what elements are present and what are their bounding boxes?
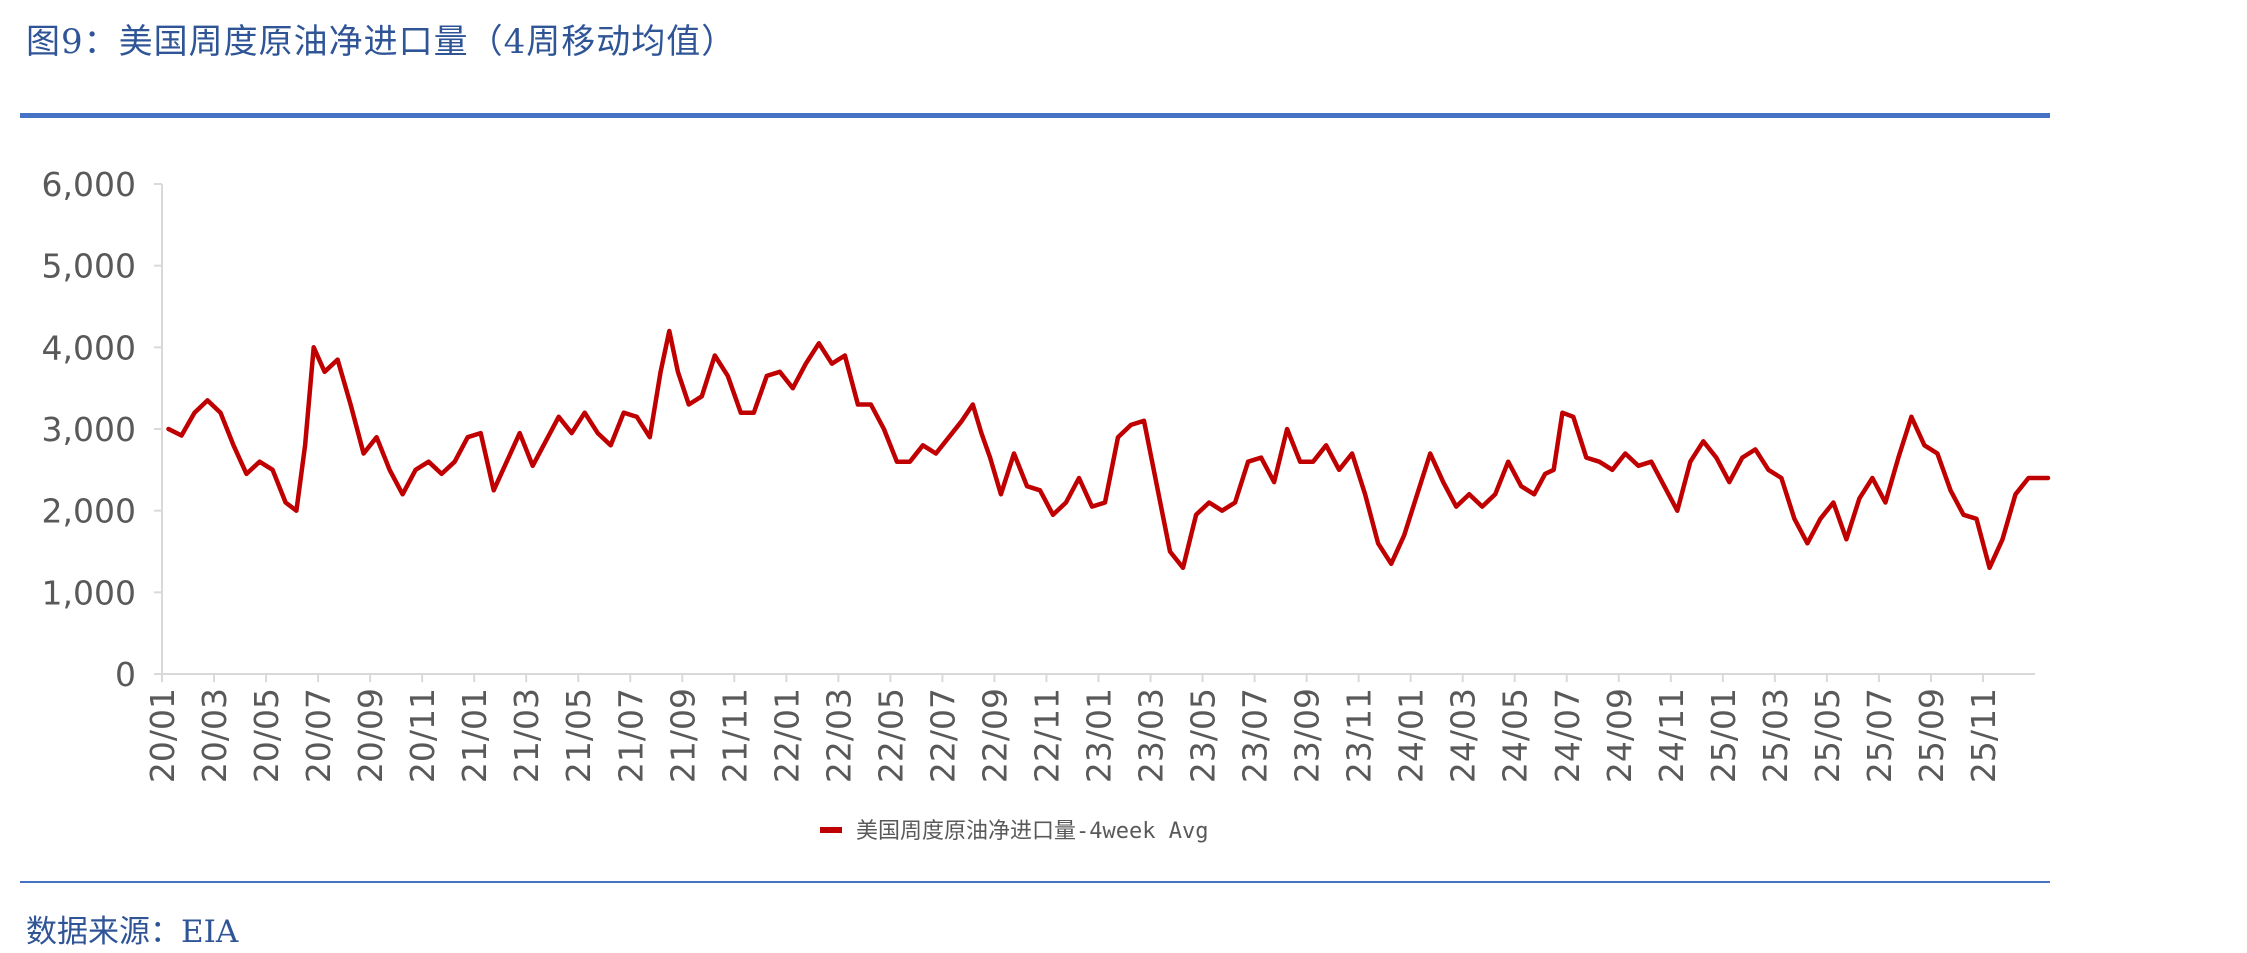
x-tick-label: 20/07: [299, 688, 338, 783]
x-tick-label: 22/03: [819, 688, 858, 783]
x-tick-label: 20/05: [247, 688, 286, 783]
x-tick-label: 23/03: [1132, 688, 1171, 783]
x-axis-tick-labels: 20/01 20/03 20/05 20/07 20/09 20/11 21/01 21/03…: [143, 688, 2003, 783]
x-tick-label: 20/03: [195, 688, 234, 783]
x-tick-label: 24/03: [1444, 688, 1483, 783]
x-tick-label: 24/07: [1548, 688, 1587, 783]
x-tick-label: 21/03: [507, 688, 546, 783]
y-axis-tick-labels: 0 1,000 2,000 3,000 4,000 5,000 6,000: [42, 165, 136, 694]
x-tick-label: 21/07: [611, 688, 650, 783]
x-tick-label: 24/05: [1496, 688, 1535, 783]
y-tick-label: 3,000: [42, 410, 136, 449]
x-tick-label: 23/09: [1288, 688, 1327, 783]
x-tick-label: 25/01: [1704, 688, 1743, 783]
x-tick-label: 22/11: [1027, 688, 1066, 783]
x-tick-label: 25/05: [1808, 688, 1847, 783]
x-tick-label: 25/03: [1756, 688, 1795, 783]
source-note: 数据来源：EIA: [26, 914, 239, 950]
legend: 美国周度原油净进口量-4week Avg: [820, 819, 1208, 844]
series-line-net-imports: [166, 328, 2051, 571]
x-tick-label: 22/05: [871, 688, 910, 783]
x-tick-label: 22/09: [975, 688, 1014, 783]
x-tick-label: 23/07: [1236, 688, 1275, 783]
x-tick-label: 25/07: [1860, 688, 1899, 783]
y-tick-label: 5,000: [42, 247, 136, 286]
x-tick-label: 23/01: [1080, 688, 1119, 783]
x-tick-label: 21/01: [455, 688, 494, 783]
x-tick-label: 25/11: [1964, 688, 2003, 783]
x-tick-label: 20/01: [143, 688, 182, 783]
top-divider: [20, 113, 2050, 118]
legend-swatch: [820, 827, 842, 833]
x-tick-label: 23/11: [1340, 688, 1379, 783]
x-tick-label: 23/05: [1184, 688, 1223, 783]
x-tick-label: 22/01: [767, 688, 806, 783]
x-tick-label: 22/07: [923, 688, 962, 783]
y-tick-label: 2,000: [42, 492, 136, 531]
y-tick-label: 4,000: [42, 328, 136, 367]
x-tick-label: 25/09: [1912, 688, 1951, 783]
legend-label: 美国周度原油净进口量-4week Avg: [856, 819, 1208, 844]
x-tick-label: 21/11: [715, 688, 754, 783]
y-axis-tick-marks: [154, 183, 162, 675]
y-tick-label: 1,000: [42, 573, 136, 612]
x-tick-label: 20/11: [403, 688, 442, 783]
figure-title: 图9：美国周度原油净进口量（4周移动均值）: [26, 22, 737, 62]
x-tick-label: 24/09: [1600, 688, 1639, 783]
bottom-divider: [20, 881, 2050, 883]
y-tick-label: 6,000: [42, 165, 136, 204]
x-tick-label: 20/09: [351, 688, 390, 783]
x-tick-label: 24/11: [1652, 688, 1691, 783]
x-tick-label: 21/05: [559, 688, 598, 783]
y-tick-label: 0: [115, 655, 136, 694]
x-tick-label: 24/01: [1392, 688, 1431, 783]
x-axis-tick-marks: [161, 674, 1984, 682]
x-tick-label: 21/09: [663, 688, 702, 783]
